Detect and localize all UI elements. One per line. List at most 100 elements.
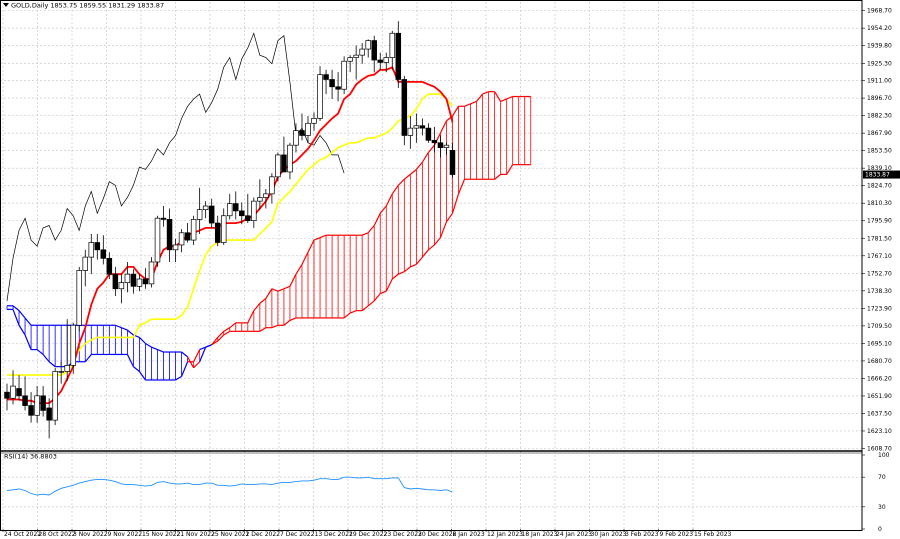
candle-body — [124, 273, 131, 284]
senkou-span-b — [133, 366, 140, 372]
y-tick-label: 1752.70 — [867, 270, 892, 277]
candle-body — [431, 139, 438, 144]
candle-body — [263, 193, 269, 198]
candle-body — [443, 144, 450, 148]
candle-body — [311, 118, 317, 124]
candle-body — [190, 219, 197, 241]
y-tick-label: 1867.90 — [867, 130, 892, 137]
senkou-span-a — [457, 179, 466, 195]
candle — [425, 123, 432, 143]
candle — [154, 215, 161, 267]
candle — [106, 252, 113, 280]
senkou-span-b — [12, 309, 20, 326]
candle-body — [317, 74, 323, 119]
senkou-span-b — [193, 349, 201, 363]
candle-body — [251, 200, 257, 221]
candle — [389, 30, 396, 70]
senkou-span-a — [403, 266, 411, 273]
senkou-span-a — [439, 221, 448, 238]
senkou-span-b — [427, 144, 435, 153]
y-tick-label: 1723.90 — [867, 305, 892, 312]
candle-body — [407, 127, 414, 136]
collapse-triangle-icon[interactable] — [3, 3, 9, 7]
senkou-span-b — [361, 232, 369, 236]
candle — [226, 193, 233, 220]
senkou-span-a — [157, 349, 164, 353]
senkou-span-a — [181, 351, 188, 358]
candle — [46, 398, 52, 439]
senkou-span-b — [301, 251, 309, 265]
senkou-span-a — [361, 305, 369, 312]
candle-body — [353, 54, 359, 58]
senkou-span-a — [349, 310, 357, 314]
last-price-label: 1833.87 — [865, 172, 890, 179]
candle — [293, 123, 299, 153]
candle — [16, 375, 22, 401]
candle — [257, 179, 263, 210]
x-tick-label: 1 Dec 2022 — [246, 531, 281, 538]
senkou-span-b — [24, 334, 32, 350]
senkou-span-b — [259, 298, 267, 304]
senkou-span-b — [397, 178, 405, 186]
candle — [112, 266, 119, 297]
candle — [214, 215, 221, 247]
senkou-span-b — [433, 132, 441, 146]
senkou-span-a — [421, 249, 429, 258]
senkou-span-b — [415, 161, 423, 170]
ichimoku-lines — [6, 32, 454, 404]
candle — [245, 193, 251, 224]
x-tick-label: 6 Jan 2023 — [453, 531, 485, 538]
price-axis: 1968.70 1954.20 1939.80 1925.30 1911.00 1896.… — [862, 8, 892, 453]
candle — [148, 257, 155, 288]
senkou-span-b — [271, 288, 279, 292]
x-tick-label: 3 Nov 2022 — [73, 531, 108, 538]
candle — [22, 376, 28, 411]
x-tick-label: 30 Dec 2022 — [418, 531, 457, 538]
candle-body — [335, 86, 341, 90]
senkou-span-a — [187, 356, 195, 369]
candle-body — [40, 395, 46, 411]
candle-body — [184, 232, 191, 241]
senkou-span-b — [494, 91, 502, 102]
y-tick-label: 1651.90 — [867, 393, 892, 400]
candle-body — [196, 209, 203, 220]
candle-body — [371, 40, 377, 61]
senkou-span-b — [409, 169, 417, 175]
y-tick-label: 1781.50 — [867, 235, 892, 242]
senkou-span-a — [18, 310, 26, 319]
candle-body — [142, 278, 149, 285]
candle — [329, 69, 335, 99]
candle — [383, 52, 390, 73]
y-tick-label: 1853.50 — [867, 148, 892, 155]
senkou-span-b — [199, 346, 206, 351]
candle-body — [329, 79, 335, 88]
candle — [407, 115, 414, 149]
senkou-span-b — [211, 337, 219, 346]
candle-body — [323, 74, 329, 80]
candle — [28, 392, 34, 423]
senkou-span-b — [217, 330, 225, 338]
senkou-span-b — [307, 239, 315, 253]
rsi-axis: 100 70 30 0 — [862, 452, 890, 533]
y-tick-label: 1911.00 — [867, 78, 892, 85]
candle — [88, 234, 95, 275]
candle — [94, 234, 101, 260]
y-tick-label: 1709.50 — [867, 323, 892, 330]
senkou-span-a — [415, 256, 423, 265]
candle-body — [341, 60, 347, 90]
senkou-span-a — [373, 293, 381, 302]
candle-body — [239, 210, 245, 217]
senkou-span-b — [373, 213, 381, 226]
senkou-span-a — [121, 327, 128, 331]
senkou-span-b — [439, 120, 447, 134]
candle — [287, 142, 293, 180]
senkou-span-b — [506, 95, 513, 100]
x-tick-label: 30 Jan 2023 — [591, 531, 627, 538]
senkou-span-a — [380, 290, 387, 295]
senkou-span-a — [494, 173, 502, 180]
candle — [431, 126, 438, 153]
candle-body — [154, 217, 161, 263]
candle-body — [401, 79, 408, 136]
candle-body — [257, 197, 263, 202]
